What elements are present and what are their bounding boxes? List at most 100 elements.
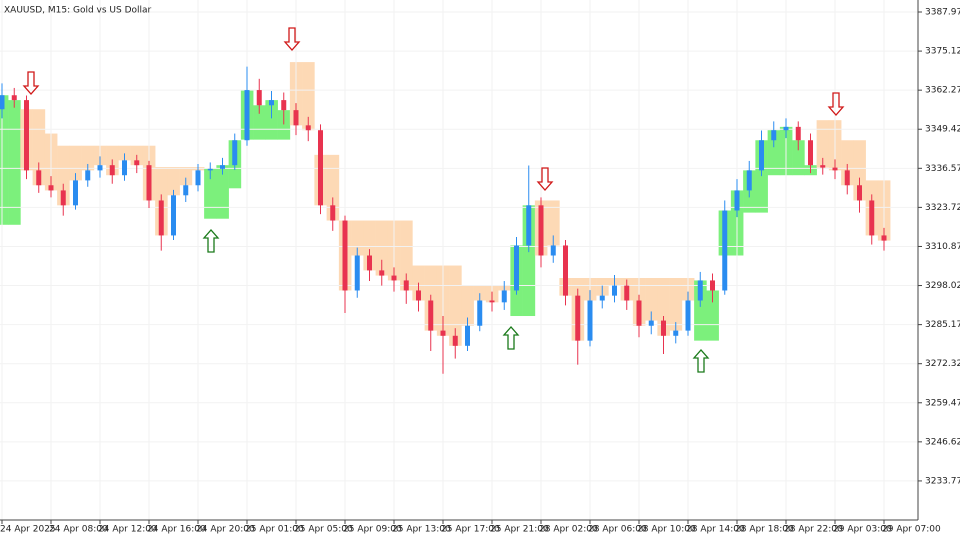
trail-band bbox=[118, 145, 131, 161]
candle-body bbox=[624, 285, 630, 301]
candle-body bbox=[881, 235, 887, 241]
x-tick-label: 25 Apr 01:00 bbox=[245, 525, 304, 535]
trail-band bbox=[8, 100, 21, 225]
buy-arrow bbox=[692, 349, 710, 373]
sell-arrow bbox=[827, 92, 845, 116]
y-tick-label: 3233.77 bbox=[925, 476, 960, 486]
y-tick-label: 3362.27 bbox=[925, 86, 960, 96]
x-tick-label: 28 Apr 22:00 bbox=[784, 525, 843, 535]
candle-body bbox=[330, 205, 336, 221]
signal-arrows bbox=[22, 27, 845, 373]
candle-body bbox=[171, 195, 176, 236]
candle-body bbox=[440, 330, 446, 336]
candle-body bbox=[710, 280, 715, 291]
candle-body bbox=[0, 95, 5, 110]
x-tick-label: 29 Apr 03:00 bbox=[833, 525, 892, 535]
sell-arrow bbox=[283, 27, 301, 51]
trail-band bbox=[755, 140, 768, 213]
candle-body bbox=[575, 295, 581, 341]
trail-band bbox=[277, 110, 291, 140]
y-tick-label: 3375.12 bbox=[925, 47, 960, 57]
x-tick-label: 25 Apr 05:00 bbox=[294, 525, 353, 535]
candle-body bbox=[857, 185, 862, 201]
trail-band bbox=[179, 167, 193, 186]
candle-body bbox=[795, 126, 801, 141]
candle-body bbox=[746, 170, 752, 191]
trail-band bbox=[302, 62, 315, 131]
x-tick-label: 28 Apr 02:00 bbox=[539, 525, 598, 535]
candle-body bbox=[416, 290, 421, 301]
candle-body bbox=[844, 170, 850, 186]
sell-arrow bbox=[536, 167, 554, 191]
candle-body bbox=[122, 160, 127, 176]
x-tick-label: 24 Apr 20:00 bbox=[196, 525, 255, 535]
candle-body bbox=[256, 90, 262, 106]
candle-body bbox=[183, 185, 189, 196]
candle-body bbox=[60, 190, 66, 206]
candle-body bbox=[428, 300, 434, 331]
trail-band bbox=[657, 278, 670, 336]
candle-body bbox=[636, 300, 642, 326]
candle-body bbox=[342, 220, 348, 291]
trail-band bbox=[461, 285, 474, 326]
x-tick-label: 28 Apr 14:00 bbox=[686, 525, 745, 535]
candle-body bbox=[73, 180, 78, 206]
candle-body bbox=[550, 245, 556, 256]
candle-body bbox=[318, 130, 323, 206]
trail-band bbox=[792, 140, 805, 176]
candle-body bbox=[232, 140, 238, 166]
candle-body bbox=[11, 95, 17, 101]
x-tick-label: 29 Apr 07:00 bbox=[882, 525, 941, 535]
y-tick-label: 3285.17 bbox=[925, 320, 960, 330]
trail-band bbox=[547, 200, 560, 246]
trail-band bbox=[253, 105, 266, 140]
trail-band bbox=[375, 220, 389, 276]
x-tick-label: 25 Apr 17:00 bbox=[441, 525, 500, 535]
x-tick-label: 25 Apr 09:00 bbox=[343, 525, 402, 535]
y-tick-label: 3298.02 bbox=[925, 281, 960, 291]
y-tick-label: 3323.72 bbox=[925, 203, 960, 213]
candle-body bbox=[685, 300, 691, 331]
trail-band bbox=[326, 154, 340, 221]
chart-title: XAUUSD, M15: Gold vs US Dollar bbox=[4, 6, 152, 16]
candle-body bbox=[526, 205, 532, 246]
grid bbox=[0, 0, 918, 520]
trail-band bbox=[645, 278, 658, 321]
trail-band bbox=[669, 278, 683, 331]
candle-body bbox=[281, 100, 287, 111]
candle-body bbox=[673, 330, 679, 336]
candle-body bbox=[648, 320, 654, 326]
candle-body bbox=[501, 290, 507, 303]
candle-body bbox=[85, 170, 91, 181]
trail-band bbox=[32, 109, 46, 186]
candle-body bbox=[207, 168, 213, 171]
x-tick-label: 25 Apr 21:00 bbox=[490, 525, 549, 535]
trail-band bbox=[841, 140, 854, 186]
trail-band bbox=[363, 220, 376, 271]
candle-body bbox=[538, 205, 544, 256]
candle-body bbox=[783, 126, 789, 131]
y-tick-label: 3259.47 bbox=[925, 398, 960, 408]
candle-body bbox=[771, 130, 777, 141]
candle-body bbox=[36, 170, 42, 186]
candle-body bbox=[403, 280, 409, 291]
x-tick-label: 24 Apr 2025 bbox=[0, 525, 56, 535]
x-tick-label: 25 Apr 13:00 bbox=[392, 525, 451, 535]
candle-body bbox=[722, 210, 728, 291]
trail-band bbox=[400, 220, 413, 291]
candle-body bbox=[477, 300, 483, 326]
trail-band bbox=[265, 100, 278, 140]
candle-body bbox=[465, 325, 470, 346]
candle-body bbox=[305, 125, 311, 131]
x-tick-label: 24 Apr 12:00 bbox=[98, 525, 157, 535]
candle-body bbox=[379, 270, 385, 276]
trail-band bbox=[522, 205, 536, 317]
trail-band bbox=[69, 145, 82, 181]
y-tick-label: 3246.62 bbox=[925, 437, 960, 447]
candle-body bbox=[869, 200, 875, 236]
candle-body bbox=[734, 190, 740, 211]
x-tick-label: 28 Apr 10:00 bbox=[637, 525, 696, 535]
candle-body bbox=[697, 280, 703, 301]
trail-band bbox=[473, 285, 487, 301]
candle-body bbox=[391, 275, 397, 281]
